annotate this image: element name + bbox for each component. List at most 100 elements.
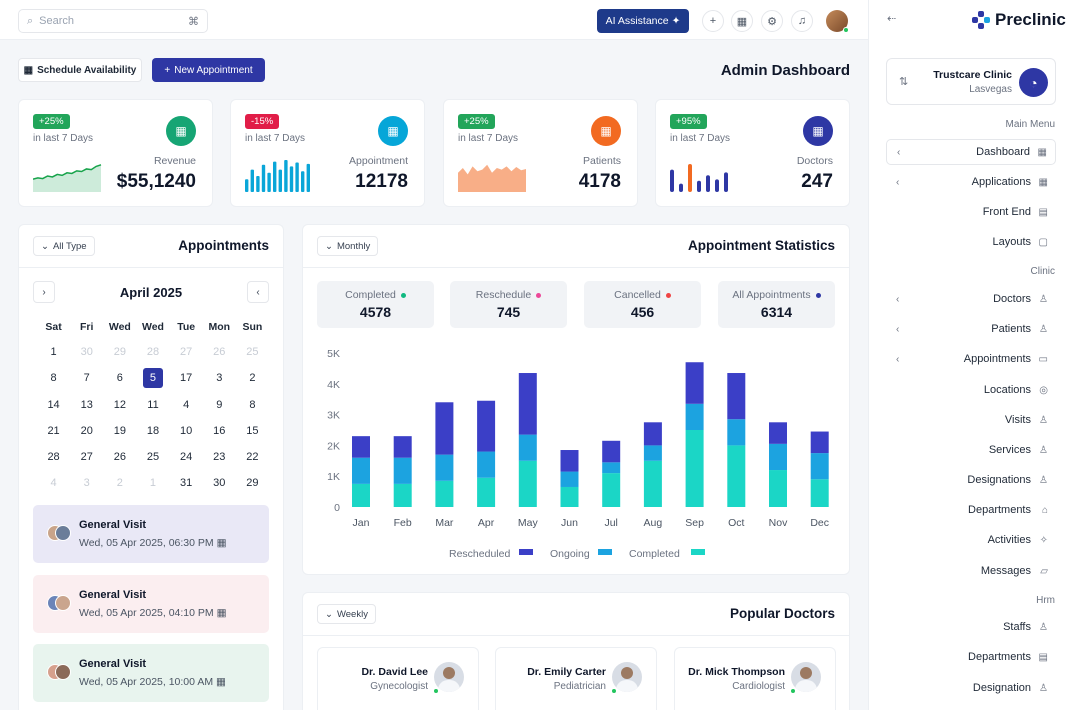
calendar-day[interactable]: 12 — [103, 392, 136, 418]
calendar-day[interactable]: 30 — [203, 470, 236, 496]
sidebar-item-front-end[interactable]: Front End ▤ — [886, 199, 1056, 225]
bar-rescheduled[interactable] — [602, 440, 621, 463]
next-month-button[interactable]: › — [33, 281, 55, 303]
calendar-day[interactable]: 3 — [203, 365, 236, 391]
bar-completed[interactable] — [810, 479, 829, 507]
calendar-day[interactable]: 25 — [236, 339, 269, 365]
calendar-day[interactable]: 26 — [203, 339, 236, 365]
bar-ongoing[interactable] — [435, 454, 454, 481]
calendar-day-selected[interactable]: 5 — [136, 365, 169, 391]
bar-completed[interactable] — [769, 470, 787, 507]
bar-completed[interactable] — [393, 483, 412, 507]
sidebar-item-departments[interactable]: Departments ▤ — [886, 644, 1056, 670]
calendar-day[interactable]: 7 — [70, 365, 103, 391]
calendar-day[interactable]: 2 — [103, 470, 136, 496]
bar-rescheduled[interactable] — [560, 450, 579, 472]
sidebar-item-departments[interactable]: Departments ⌂ — [886, 497, 1056, 523]
notification-icon[interactable]: ♫ — [791, 10, 813, 32]
sidebar-item-designation[interactable]: Designation ♙ — [886, 675, 1056, 701]
collapse-sidebar-icon[interactable]: ⇠ — [887, 13, 897, 25]
bar-rescheduled[interactable] — [518, 373, 537, 435]
sidebar-item-dashboard[interactable]: ‹ Dashboard ▦ — [886, 139, 1056, 165]
sidebar-item-applications[interactable]: ‹ Applications ▦ — [886, 169, 1056, 195]
sidebar-item-activities[interactable]: Activities ✧ — [886, 527, 1056, 553]
bar-rescheduled[interactable] — [769, 422, 787, 444]
bar-ongoing[interactable] — [518, 434, 537, 461]
bar-ongoing[interactable] — [477, 451, 496, 478]
calendar-day[interactable]: 29 — [103, 339, 136, 365]
sidebar-item-layouts[interactable]: Layouts ▢ — [886, 229, 1056, 255]
sidebar-item-patients[interactable]: ‹ Patients ♙ — [886, 316, 1056, 342]
search-input[interactable]: ⌕ Search ⌘ — [18, 9, 208, 33]
prev-month-button[interactable]: ‹ — [247, 281, 269, 303]
clinic-switcher[interactable]: ⇅ Trustcare Clinic Lasvegas ◔ — [886, 58, 1056, 105]
bar-rescheduled[interactable] — [352, 436, 370, 458]
doctor-card[interactable]: Dr. David Lee Gynecologist — [317, 647, 479, 710]
bar-completed[interactable] — [518, 460, 537, 507]
calendar-day[interactable]: 6 — [103, 365, 136, 391]
bar-rescheduled[interactable] — [477, 400, 496, 452]
bar-ongoing[interactable] — [560, 471, 579, 487]
sidebar-item-designations[interactable]: Designations ♙ — [886, 467, 1056, 493]
doctor-card[interactable]: Dr. Mick Thompson Cardiologist — [674, 647, 836, 710]
bar-rescheduled[interactable] — [393, 436, 412, 458]
bar-completed[interactable] — [560, 486, 579, 507]
visit-card[interactable]: General Visit Wed, 05 Apr 2025, 10:00 AM… — [33, 644, 269, 702]
bar-completed[interactable] — [435, 480, 454, 507]
calendar-day[interactable]: 27 — [70, 444, 103, 470]
bar-ongoing[interactable] — [352, 457, 370, 484]
user-avatar[interactable] — [826, 10, 849, 33]
brand-logo[interactable]: Preclinic — [971, 10, 1066, 30]
bar-completed[interactable] — [643, 460, 662, 507]
bar-completed[interactable] — [352, 483, 370, 507]
sidebar-item-appointments[interactable]: ‹ Appointments ▭ — [886, 346, 1056, 372]
sidebar-item-visits[interactable]: Visits ♙ — [886, 407, 1056, 433]
bar-rescheduled[interactable] — [643, 422, 662, 446]
calendar-day[interactable]: 29 — [236, 470, 269, 496]
bar-ongoing[interactable] — [602, 462, 621, 474]
calendar-day[interactable]: 4 — [37, 470, 70, 496]
weekly-filter-dropdown[interactable]: ⌄ Weekly — [317, 604, 376, 624]
bar-ongoing[interactable] — [643, 445, 662, 461]
doctor-card[interactable]: Dr. Emily Carter Pediatrician — [495, 647, 657, 710]
ai-assistance-button[interactable]: AI Assistance ✦ — [597, 9, 689, 33]
bar-rescheduled[interactable] — [435, 402, 454, 455]
sidebar-item-messages[interactable]: Messages ▱ — [886, 558, 1056, 584]
calendar-day[interactable]: 22 — [236, 444, 269, 470]
calendar-day[interactable]: 23 — [203, 444, 236, 470]
calendar-day[interactable]: 30 — [70, 339, 103, 365]
calendar-day[interactable]: 8 — [37, 365, 70, 391]
calendar-day[interactable]: 13 — [70, 392, 103, 418]
calendar-day[interactable]: 15 — [236, 418, 269, 444]
schedule-availability-button[interactable]: ▦ Schedule Availability — [18, 58, 142, 82]
sidebar-item-services[interactable]: Services ♙ — [886, 437, 1056, 463]
calendar-day[interactable]: 28 — [37, 444, 70, 470]
calendar-day[interactable]: 18 — [136, 418, 169, 444]
calendar-day[interactable]: 17 — [170, 365, 203, 391]
bar-completed[interactable] — [477, 477, 496, 507]
sidebar-item-doctors[interactable]: ‹ Doctors ♙ — [886, 286, 1056, 312]
calendar-day[interactable]: 2 — [236, 365, 269, 391]
plus-icon[interactable]: + — [702, 10, 724, 32]
sidebar-item-staffs[interactable]: Staffs ♙ — [886, 614, 1056, 640]
bar-completed[interactable] — [685, 430, 704, 507]
bar-rescheduled[interactable] — [810, 431, 829, 454]
bar-ongoing[interactable] — [727, 419, 746, 446]
bar-completed[interactable] — [602, 473, 621, 507]
visit-card[interactable]: General Visit Wed, 05 Apr 2025, 04:10 PM… — [33, 575, 269, 633]
calendar-day[interactable]: 11 — [136, 392, 169, 418]
bar-rescheduled[interactable] — [685, 362, 704, 404]
bar-ongoing[interactable] — [685, 403, 704, 430]
calendar-day[interactable]: 21 — [37, 418, 70, 444]
type-filter-dropdown[interactable]: ⌄ All Type — [33, 236, 95, 256]
bar-ongoing[interactable] — [810, 453, 829, 480]
calendar-day[interactable]: 27 — [170, 339, 203, 365]
bar-completed[interactable] — [727, 445, 746, 507]
calendar-day[interactable]: 24 — [170, 444, 203, 470]
period-filter-dropdown[interactable]: ⌄ Monthly — [317, 236, 379, 256]
calendar-day[interactable]: 8 — [236, 392, 269, 418]
calendar-day[interactable]: 31 — [170, 470, 203, 496]
settings-icon[interactable]: ⚙ — [761, 10, 783, 32]
calendar-day[interactable]: 10 — [170, 418, 203, 444]
calendar-day[interactable]: 9 — [203, 392, 236, 418]
